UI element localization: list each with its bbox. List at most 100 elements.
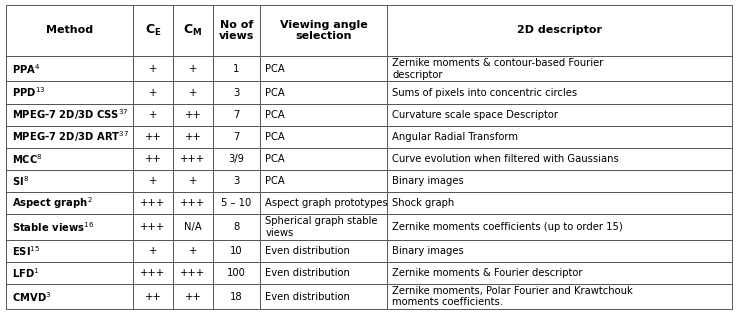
Bar bbox=[133, 104, 173, 126]
Bar bbox=[387, 262, 732, 284]
Text: 2D descriptor: 2D descriptor bbox=[517, 25, 602, 35]
Text: +: + bbox=[149, 88, 157, 98]
Bar bbox=[6, 82, 133, 104]
Bar bbox=[173, 82, 213, 104]
Bar bbox=[260, 262, 387, 284]
Bar bbox=[133, 82, 173, 104]
Bar bbox=[173, 240, 213, 262]
Bar bbox=[387, 56, 732, 82]
Bar bbox=[213, 240, 260, 262]
Text: Stable views$^{\mathsf{16}}$: Stable views$^{\mathsf{16}}$ bbox=[12, 220, 94, 234]
Bar bbox=[387, 284, 732, 309]
Text: Zernike moments & Fourier descriptor: Zernike moments & Fourier descriptor bbox=[393, 268, 583, 278]
Text: Viewing angle
selection: Viewing angle selection bbox=[280, 20, 368, 41]
Bar bbox=[6, 170, 133, 192]
Text: 7: 7 bbox=[233, 110, 240, 120]
Text: PPA$^{\mathsf{4}}$: PPA$^{\mathsf{4}}$ bbox=[12, 62, 41, 76]
Bar bbox=[133, 214, 173, 240]
Bar bbox=[387, 214, 732, 240]
Text: Aspect graph prototypes: Aspect graph prototypes bbox=[265, 198, 388, 208]
Bar bbox=[213, 284, 260, 309]
Bar bbox=[173, 104, 213, 126]
Text: LFD$^{\mathsf{1}}$: LFD$^{\mathsf{1}}$ bbox=[12, 266, 39, 280]
Bar bbox=[260, 56, 387, 82]
Text: ++: ++ bbox=[184, 110, 201, 120]
Bar bbox=[260, 126, 387, 148]
Text: 8: 8 bbox=[233, 222, 240, 232]
Text: 18: 18 bbox=[230, 292, 243, 302]
Bar bbox=[133, 262, 173, 284]
Bar bbox=[387, 170, 732, 192]
Text: 5 – 10: 5 – 10 bbox=[221, 198, 252, 208]
Bar bbox=[173, 126, 213, 148]
Text: Curvature scale space Descriptor: Curvature scale space Descriptor bbox=[393, 110, 559, 120]
Bar bbox=[6, 240, 133, 262]
Text: +: + bbox=[189, 88, 197, 98]
Text: +++: +++ bbox=[140, 222, 165, 232]
Text: N/A: N/A bbox=[184, 222, 201, 232]
Text: Even distribution: Even distribution bbox=[265, 292, 350, 302]
Text: ++: ++ bbox=[145, 292, 162, 302]
Bar bbox=[387, 5, 732, 56]
Bar bbox=[173, 170, 213, 192]
Text: +: + bbox=[149, 64, 157, 74]
Bar bbox=[213, 56, 260, 82]
Text: 100: 100 bbox=[227, 268, 246, 278]
Text: ESI$^{\mathsf{15}}$: ESI$^{\mathsf{15}}$ bbox=[12, 244, 40, 258]
Text: Sums of pixels into concentric circles: Sums of pixels into concentric circles bbox=[393, 88, 577, 98]
Bar bbox=[213, 104, 260, 126]
Text: $\mathbf{C_{E}}$: $\mathbf{C_{E}}$ bbox=[145, 23, 161, 38]
Text: ++: ++ bbox=[184, 132, 201, 142]
Bar bbox=[133, 284, 173, 309]
Text: Zernike moments, Polar Fourier and Krawtchouk
moments coefficients.: Zernike moments, Polar Fourier and Krawt… bbox=[393, 286, 633, 307]
Bar bbox=[133, 148, 173, 170]
Text: +: + bbox=[189, 64, 197, 74]
Text: Angular Radial Transform: Angular Radial Transform bbox=[393, 132, 518, 142]
Text: Spherical graph stable
views: Spherical graph stable views bbox=[265, 216, 378, 238]
Bar bbox=[133, 126, 173, 148]
Bar bbox=[133, 170, 173, 192]
Bar bbox=[133, 240, 173, 262]
Text: Binary images: Binary images bbox=[393, 246, 464, 256]
Text: ++: ++ bbox=[145, 132, 162, 142]
Bar bbox=[387, 240, 732, 262]
Bar bbox=[6, 262, 133, 284]
Text: ++: ++ bbox=[184, 292, 201, 302]
Text: Zernike moments coefficients (up to order 15): Zernike moments coefficients (up to orde… bbox=[393, 222, 623, 232]
Text: +: + bbox=[149, 110, 157, 120]
Text: ++: ++ bbox=[145, 154, 162, 164]
Text: Curve evolution when filtered with Gaussians: Curve evolution when filtered with Gauss… bbox=[393, 154, 619, 164]
Text: 3: 3 bbox=[233, 88, 240, 98]
Bar bbox=[387, 192, 732, 214]
Text: PCA: PCA bbox=[265, 110, 285, 120]
Bar bbox=[173, 192, 213, 214]
Text: Method: Method bbox=[46, 25, 93, 35]
Text: Even distribution: Even distribution bbox=[265, 246, 350, 256]
Text: 10: 10 bbox=[230, 246, 243, 256]
Text: $\mathbf{C_{M}}$: $\mathbf{C_{M}}$ bbox=[183, 23, 202, 38]
Text: MPEG-7 2D/3D ART$^{\mathsf{37}}$: MPEG-7 2D/3D ART$^{\mathsf{37}}$ bbox=[12, 129, 129, 144]
Bar bbox=[213, 5, 260, 56]
Text: 3/9: 3/9 bbox=[229, 154, 244, 164]
Bar bbox=[387, 104, 732, 126]
Text: Zernike moments & contour-based Fourier
descriptor: Zernike moments & contour-based Fourier … bbox=[393, 58, 604, 80]
Text: MCC$^{\mathsf{8}}$: MCC$^{\mathsf{8}}$ bbox=[12, 152, 43, 166]
Text: PCA: PCA bbox=[265, 88, 285, 98]
Text: PCA: PCA bbox=[265, 64, 285, 74]
Bar bbox=[213, 126, 260, 148]
Bar bbox=[6, 284, 133, 309]
Text: +++: +++ bbox=[180, 198, 205, 208]
Text: No of
views: No of views bbox=[218, 20, 254, 41]
Bar bbox=[133, 5, 173, 56]
Bar bbox=[213, 214, 260, 240]
Bar bbox=[6, 104, 133, 126]
Bar bbox=[260, 284, 387, 309]
Bar bbox=[173, 284, 213, 309]
Bar bbox=[173, 262, 213, 284]
Bar bbox=[387, 148, 732, 170]
Bar bbox=[173, 148, 213, 170]
Text: PCA: PCA bbox=[265, 154, 285, 164]
Text: 1: 1 bbox=[233, 64, 240, 74]
Bar bbox=[6, 126, 133, 148]
Bar bbox=[6, 148, 133, 170]
